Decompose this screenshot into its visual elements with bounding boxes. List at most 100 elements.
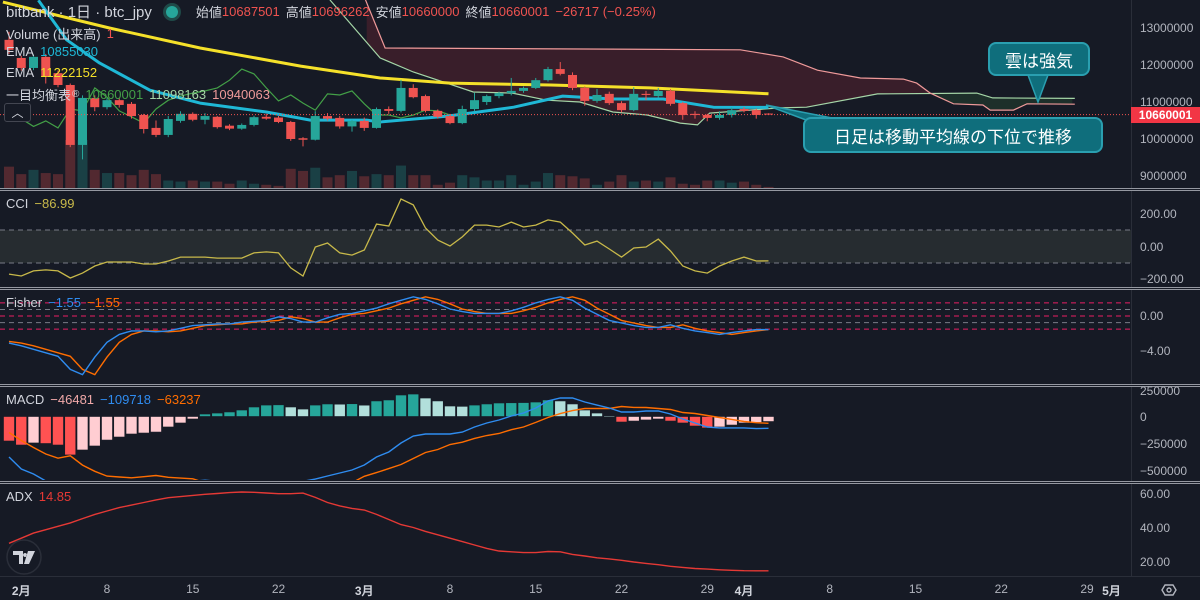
candle [727, 107, 737, 118]
time-axis-label: 15 [529, 582, 543, 596]
chevron-up-icon: ︿ [11, 106, 24, 120]
cci-label: CCI [6, 196, 29, 211]
cci-legend[interactable]: CCI −86.99 [6, 196, 75, 211]
collapse-legend-button[interactable]: ︿ [4, 103, 31, 122]
last-price-tag: 10660001 [1131, 107, 1200, 123]
candle-body [543, 69, 553, 81]
macd-signal-line [8, 405, 769, 480]
ohlc-open-label: 始値 [195, 5, 222, 20]
candle-body [29, 56, 38, 68]
adx-legend[interactable]: ADX 14.85 [6, 489, 71, 504]
candle-body [739, 109, 749, 111]
annotation-daily[interactable]: 日足は移動平均線の下位で推移 [803, 117, 1103, 153]
candle [310, 111, 320, 141]
candle [715, 111, 724, 120]
time-axis-label: 4月 [734, 584, 754, 598]
macd-histogram-bar [529, 401, 542, 417]
adx-pane [8, 491, 769, 572]
volume-bar [751, 184, 762, 188]
candle [494, 91, 504, 99]
candle-body [457, 109, 467, 124]
settings-icon[interactable] [1161, 584, 1177, 596]
candle [127, 102, 136, 119]
volume-bar [236, 180, 247, 188]
candle-body [335, 117, 345, 127]
macd-histogram-bar [223, 411, 236, 417]
candle-body [102, 100, 112, 108]
fisher-legend[interactable]: Fisher −1.55 −1.55 [6, 295, 120, 310]
time-axis-label: 8 [103, 582, 111, 596]
macd-histogram-bar [346, 403, 358, 417]
ohlc-high-label: 高値 [285, 5, 312, 20]
candle-body [433, 110, 443, 117]
macd-histogram-bar [627, 416, 640, 422]
symbol-title[interactable]: bitbank · 1日 · btc_jpy [6, 4, 152, 21]
fisher-label: Fisher [6, 295, 43, 310]
macd-histogram-bar [15, 416, 28, 446]
time-axis-label: 15 [186, 582, 200, 596]
price-axis-label: 9000000 [1140, 169, 1187, 183]
ema-long-line [2, 0, 769, 96]
fisher-value: −1.55 [48, 295, 82, 310]
macd-legend[interactable]: MACD −46481 −109718 −63237 [6, 392, 201, 407]
candle-body [41, 56, 51, 77]
candle [678, 102, 688, 120]
volume-bar [28, 169, 39, 188]
time-axis-label: 2月 [11, 584, 31, 598]
candle [102, 98, 112, 110]
macd-histogram-bar [272, 404, 285, 417]
macd-histogram-bar [260, 404, 273, 417]
candle [65, 83, 75, 148]
price-axis-label: 13000000 [1140, 21, 1194, 35]
volume-bar [702, 180, 713, 188]
candle-body [751, 110, 761, 115]
macd-histogram-bar [652, 416, 665, 420]
volume-bar [592, 184, 602, 188]
candle-body [372, 109, 381, 128]
macd-histogram-bar [676, 416, 689, 424]
ohlc-close-label: 終値 [465, 5, 492, 20]
ema-short-legend[interactable]: EMA 10855030 [6, 44, 98, 59]
fisher-axis-label: 0.00 [1140, 309, 1164, 323]
volume-bar [114, 173, 125, 188]
registered-icon: ® [72, 89, 80, 100]
volume-bar [224, 183, 235, 188]
candle-body [604, 93, 614, 104]
volume-bar [506, 175, 517, 188]
candle-body [298, 138, 308, 140]
ohlc-close-value: 10660001 [491, 4, 550, 19]
candle [751, 108, 761, 119]
candle [274, 116, 283, 124]
candle [53, 70, 63, 88]
volume-bar [40, 173, 51, 188]
cci-value: −86.99 [34, 196, 75, 211]
annotation-cloud[interactable]: 雲は強気 [988, 42, 1090, 76]
candle-body [286, 121, 296, 139]
ichimoku-legend[interactable]: 一目均衡表 ® 10660001 11098163 10940063 [6, 85, 270, 104]
macd-histogram-bar [395, 394, 407, 417]
volume-bar [151, 174, 161, 188]
ema-short-label: EMA [6, 44, 35, 59]
time-axis-label: 8 [826, 582, 834, 596]
candle-body [151, 127, 161, 135]
ema-long-legend[interactable]: EMA 11222152 [6, 65, 97, 80]
volume-bar [126, 175, 137, 188]
candle [482, 94, 492, 105]
candle-body [702, 114, 712, 118]
candle-body [359, 120, 369, 128]
macd-histogram-bar [150, 416, 162, 433]
candle [78, 95, 87, 160]
price-axis-label: 10000000 [1140, 132, 1194, 146]
volume-bar [481, 180, 492, 188]
macd-axis-label: −500000 [1140, 463, 1188, 478]
volume-bar [726, 182, 737, 188]
macd-axis-label: 0 [1140, 409, 1147, 424]
candle [249, 115, 259, 127]
candle [739, 107, 749, 113]
volume-bar [567, 176, 578, 188]
volume-legend[interactable]: Volume (出来高) 1 [6, 24, 114, 43]
macd-histogram-bar [76, 416, 89, 451]
candle-body [715, 114, 724, 118]
symbol-legend[interactable]: bitbank · 1日 · btc_jpy 始値 10687501 高値 1069… [6, 1, 656, 22]
